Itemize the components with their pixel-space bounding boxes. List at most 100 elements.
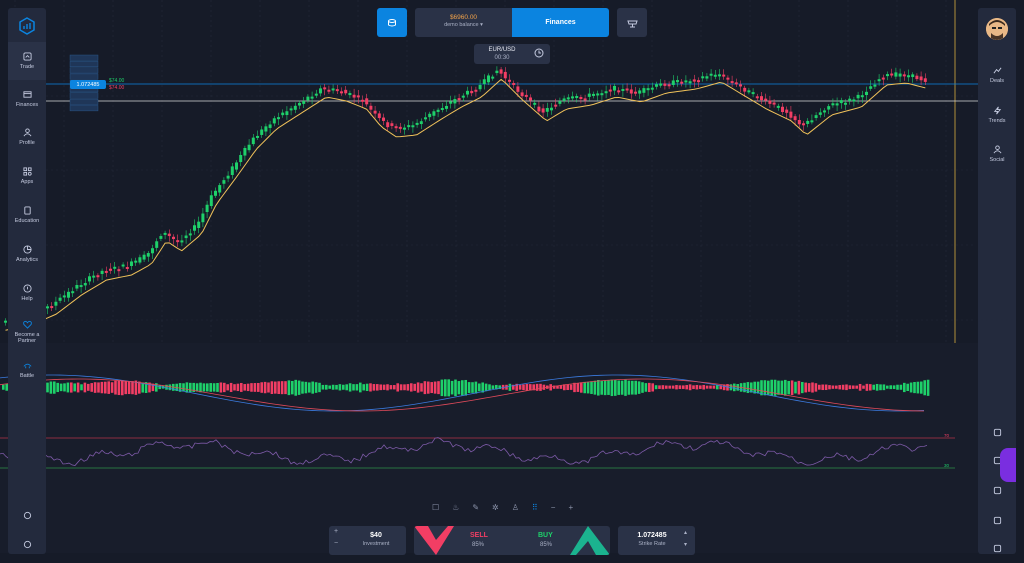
gift-button[interactable] [617, 8, 647, 37]
candle [566, 97, 570, 100]
right-item-trends[interactable]: Trends [978, 96, 1016, 134]
macd-bar [355, 384, 359, 391]
macd-bar [542, 384, 546, 390]
macd-bar [182, 383, 185, 392]
logo-icon [19, 16, 35, 35]
indicators-icon[interactable]: ♨ [452, 502, 460, 512]
balance-selector[interactable]: $6960.00 demo balance ▾ [415, 8, 512, 37]
coins-button[interactable] [377, 8, 407, 37]
sound-button[interactable] [978, 511, 1016, 529]
candle [201, 213, 205, 223]
macd-bar [498, 385, 501, 390]
logo[interactable] [8, 8, 46, 44]
candle [382, 117, 385, 121]
candle [919, 76, 923, 81]
candle [62, 295, 66, 298]
macd-bar [223, 382, 226, 393]
macd-bar [478, 383, 481, 392]
candle [680, 81, 684, 84]
drawing-pencil-icon[interactable]: ✎ [472, 502, 480, 512]
candle [739, 84, 742, 87]
candle [100, 270, 104, 274]
macd-bar [620, 380, 624, 395]
macd-bar [627, 380, 631, 395]
price-ladder-cell [69, 73, 99, 80]
sell-button[interactable]: SELL 85% [414, 526, 512, 555]
finances-button[interactable]: Finances [512, 8, 609, 37]
minus-icon[interactable]: − [334, 540, 339, 547]
layout-button[interactable] [978, 423, 1016, 441]
macd-bar [427, 381, 430, 394]
macd-bar [308, 382, 311, 393]
macd-bar [879, 384, 882, 391]
candle [625, 88, 629, 91]
macd-bar [144, 382, 148, 394]
chevron-up-icon[interactable]: ▴ [684, 530, 688, 536]
macd-bar [913, 381, 916, 394]
plus-icon[interactable]: + [334, 528, 339, 535]
candle [697, 80, 700, 83]
promo-widget[interactable] [1000, 448, 1016, 482]
avatar[interactable] [986, 18, 1008, 40]
clock-icon[interactable] [534, 48, 544, 58]
buy-button[interactable]: BUY 85% [512, 526, 610, 555]
macd-bar [841, 384, 845, 390]
candle [142, 254, 146, 260]
macd-bar [807, 383, 811, 392]
zoom-in-icon[interactable]: + [568, 502, 574, 512]
candle [386, 122, 390, 128]
sidebar-item-profile[interactable]: Profile [8, 118, 46, 156]
candle [617, 90, 621, 93]
chevron-down-icon[interactable]: ▾ [684, 542, 688, 548]
expiry-timer: 00:30 [494, 55, 510, 61]
macd-bar [365, 383, 369, 392]
macd-bar [461, 380, 464, 396]
right-item-social[interactable]: Social [978, 135, 1016, 173]
macd-bar [481, 382, 484, 393]
macd-bar [124, 381, 127, 395]
macd-bar [219, 382, 223, 393]
candle [335, 89, 339, 92]
candle [256, 135, 259, 138]
macd-bar [556, 385, 559, 389]
fullscreen-button[interactable] [978, 539, 1016, 557]
asset-selector[interactable]: EUR/USD 00:30 [474, 44, 550, 64]
sidebar-item-education[interactable]: Education [8, 196, 46, 234]
candle [848, 98, 852, 101]
candle [701, 76, 705, 79]
right-item-deals[interactable]: Deals [978, 56, 1016, 94]
left-sidebar: Trade Finances Profile Apps Education Analyti… [8, 8, 46, 554]
settings-button[interactable] [8, 506, 46, 524]
macd-bar [379, 384, 382, 391]
macd-bar [593, 380, 597, 395]
macd-bar [644, 383, 648, 392]
investment-field[interactable]: + − $40 Investment [329, 526, 406, 555]
macd-bar [348, 383, 352, 392]
sidebar-item-apps[interactable]: Apps [8, 157, 46, 195]
zoom-out-icon[interactable]: − [550, 502, 556, 512]
candle [844, 102, 847, 105]
sidebar-item-become-a-partner[interactable]: Become a Partner [8, 313, 46, 351]
grid-icon[interactable]: ⠿ [531, 502, 538, 512]
logout-button[interactable] [8, 535, 46, 553]
candle [365, 98, 369, 105]
question-button[interactable] [978, 481, 1016, 499]
strike-rate-field[interactable]: 1.072485 Strike Rate ▴ ▾ [618, 526, 695, 555]
sidebar-item-trade[interactable]: Trade [8, 42, 46, 80]
macd-bar [756, 381, 760, 394]
sidebar-item-finances[interactable]: Finances [8, 80, 46, 118]
users-icon[interactable]: ♙ [511, 502, 519, 512]
candle [218, 185, 222, 193]
sidebar-item-battle[interactable]: Battle [8, 351, 46, 389]
sidebar-item-analytics[interactable]: Analytics [8, 235, 46, 273]
sell-percent: 85% [472, 542, 485, 548]
settings-gear-icon[interactable]: ✲ [492, 502, 499, 512]
sidebar-item-help[interactable]: Help [8, 274, 46, 312]
chart-type-icon[interactable]: ☐ [432, 502, 440, 512]
macd-bar [464, 379, 467, 396]
candle [587, 93, 591, 97]
candle [869, 86, 873, 89]
macd-bar [763, 380, 767, 396]
macd-bar [148, 382, 151, 393]
